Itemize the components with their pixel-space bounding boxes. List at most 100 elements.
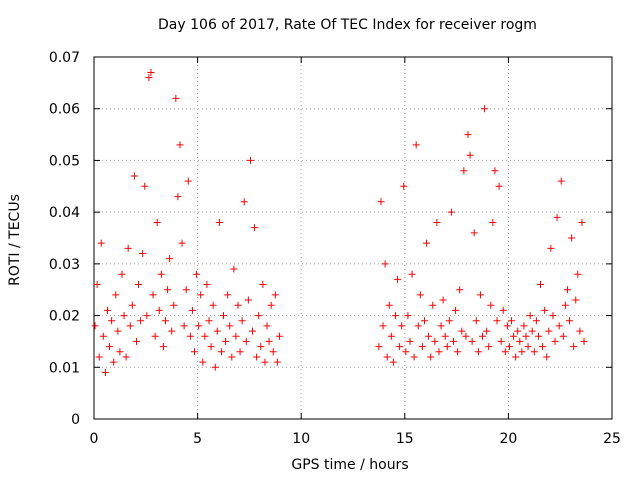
data-point: [242, 337, 250, 345]
y-tick-label: 0.07: [49, 50, 80, 66]
data-point: [526, 312, 534, 320]
data-point: [472, 317, 480, 325]
data-point: [574, 270, 582, 278]
data-point: [398, 322, 406, 330]
data-point: [443, 343, 451, 351]
x-tick-label: 10: [292, 431, 310, 447]
data-point: [224, 291, 232, 299]
data-point: [168, 327, 176, 335]
data-point: [427, 353, 435, 361]
data-point: [514, 327, 522, 335]
data-point: [402, 348, 410, 356]
data-point: [563, 286, 571, 294]
data-point: [445, 317, 453, 325]
data-point: [220, 312, 227, 320]
data-point: [269, 348, 277, 356]
data-point: [391, 312, 399, 320]
data-point: [458, 327, 466, 335]
data-point: [101, 368, 109, 376]
y-tick-label: 0.02: [49, 309, 80, 325]
data-point: [240, 198, 248, 206]
data-point: [180, 322, 188, 330]
data-point: [420, 317, 428, 325]
data-point: [491, 167, 499, 175]
data-point: [176, 141, 184, 149]
data-point: [468, 337, 476, 345]
data-point: [375, 343, 383, 351]
data-point: [209, 301, 217, 309]
data-point: [137, 317, 145, 325]
data-point: [470, 229, 478, 237]
data-point: [213, 327, 221, 335]
data-point: [559, 332, 567, 340]
data-point: [479, 332, 486, 340]
plot-frame: [93, 56, 613, 420]
data-point: [172, 94, 180, 102]
data-point: [157, 270, 165, 278]
data-point: [387, 332, 395, 340]
data-point: [576, 327, 584, 335]
data-point: [572, 296, 580, 304]
data-point: [195, 322, 203, 330]
data-point: [487, 301, 495, 309]
data-point: [145, 74, 153, 82]
data-point: [186, 332, 194, 340]
data-point: [178, 239, 186, 247]
y-tick-label: 0: [71, 412, 80, 428]
data-point: [530, 348, 538, 356]
data-point: [570, 343, 578, 351]
data-point: [236, 348, 244, 356]
data-point: [510, 332, 518, 340]
data-point: [122, 353, 130, 361]
data-point: [226, 322, 234, 330]
data-point: [474, 348, 482, 356]
data-point: [495, 182, 503, 190]
data-point: [497, 337, 505, 345]
y-tick-label: 0.06: [49, 102, 80, 118]
data-point: [132, 337, 140, 345]
data-point: [234, 301, 242, 309]
data-point: [116, 348, 124, 356]
data-point: [578, 218, 586, 226]
x-tick-label: 25: [603, 431, 621, 447]
data-point: [99, 332, 107, 340]
y-tick-label: 0.05: [49, 153, 80, 169]
data-point: [512, 353, 520, 361]
data-point: [414, 322, 422, 330]
data-point: [539, 343, 547, 351]
data-point: [418, 343, 426, 351]
data-point: [493, 317, 501, 325]
data-point: [522, 332, 530, 340]
data-point: [203, 281, 211, 289]
data-point: [259, 281, 267, 289]
data-point: [481, 105, 489, 113]
data-point: [141, 182, 149, 190]
data-point: [489, 218, 497, 226]
data-point: [561, 301, 569, 309]
data-point: [394, 275, 402, 283]
data-point: [93, 281, 101, 289]
data-point: [379, 322, 387, 330]
data-point: [271, 291, 279, 299]
data-point: [464, 131, 472, 139]
data-point: [143, 312, 151, 320]
data-point: [503, 322, 511, 330]
data-point: [389, 358, 397, 366]
data-point: [255, 312, 263, 320]
data-point: [505, 343, 513, 351]
x-axis-label: GPS time / hours: [291, 457, 409, 473]
data-point: [257, 343, 265, 351]
data-point: [97, 239, 105, 247]
data-point: [532, 317, 540, 325]
data-point: [112, 291, 120, 299]
data-point: [153, 218, 161, 226]
data-point: [396, 343, 404, 351]
data-point: [126, 322, 134, 330]
data-point: [251, 224, 259, 232]
data-point: [456, 286, 464, 294]
data-point: [425, 332, 433, 340]
data-point: [95, 353, 103, 361]
data-point: [201, 332, 209, 340]
data-point: [462, 332, 470, 340]
